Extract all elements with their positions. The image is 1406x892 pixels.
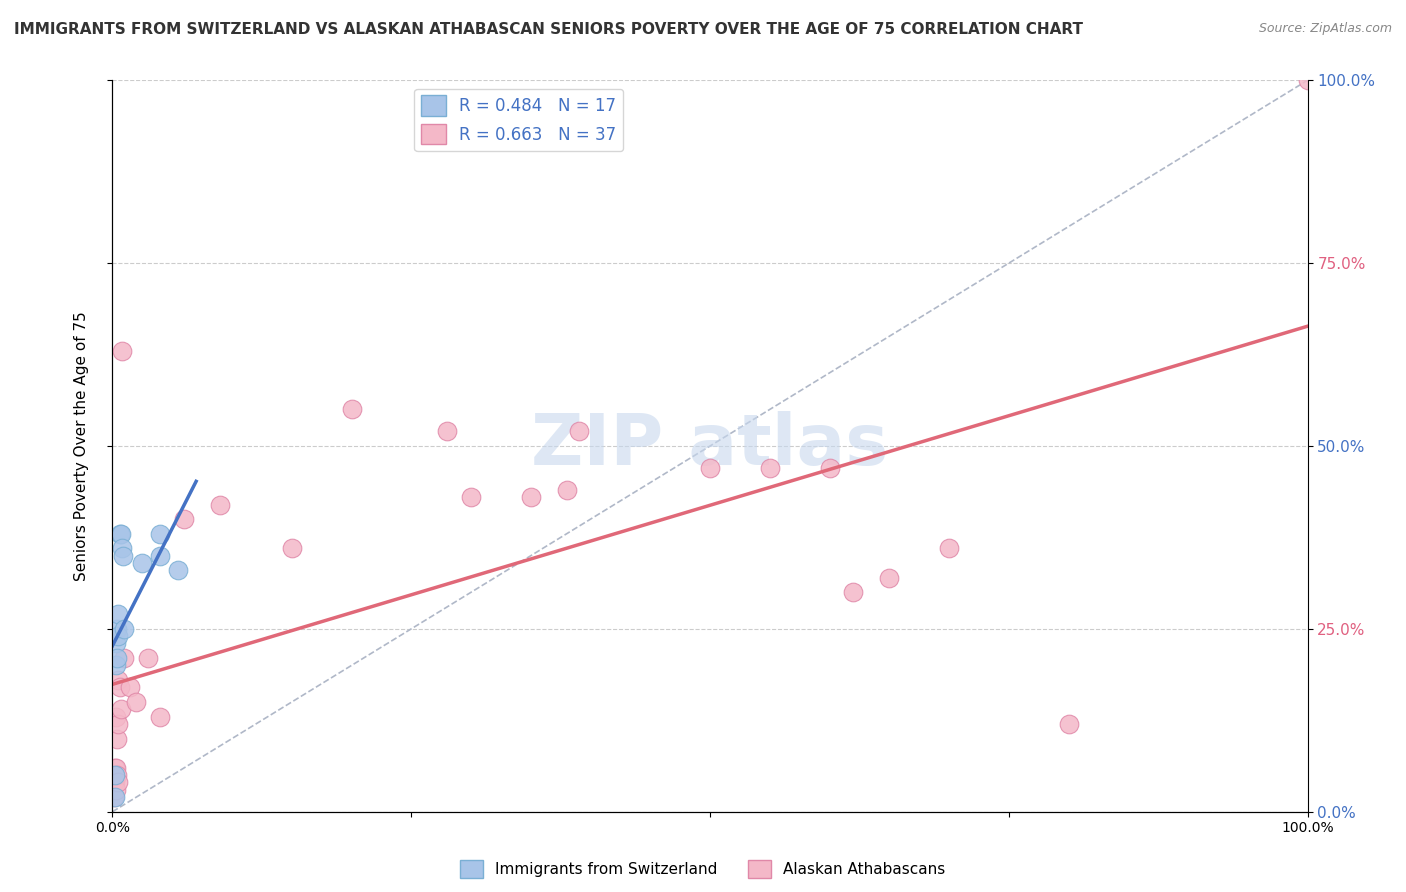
Point (103, 775, 125, 789)
Point (149, 709, 172, 723)
Point (104, 761, 127, 775)
Point (120, 681, 142, 695)
Point (436, 425, 458, 439)
Point (104, 790, 127, 805)
Point (105, 651, 128, 665)
Point (111, 343, 134, 358)
Point (759, 461, 782, 475)
Point (520, 490, 543, 504)
Point (110, 526, 132, 541)
Point (879, 571, 901, 585)
Point (131, 556, 153, 570)
Point (104, 775, 127, 789)
Point (149, 526, 172, 541)
Point (105, 636, 128, 650)
Legend: R = 0.484   N = 17, R = 0.663   N = 37: R = 0.484 N = 17, R = 0.663 N = 37 (415, 88, 623, 151)
Point (1296, 73, 1319, 87)
Point (112, 549, 135, 563)
Legend: Immigrants from Switzerland, Alaskan Athabascans: Immigrants from Switzerland, Alaskan Ath… (454, 854, 952, 884)
Point (138, 651, 160, 665)
Point (108, 526, 131, 541)
Point (340, 402, 363, 417)
Point (108, 681, 131, 695)
Point (818, 461, 841, 475)
Point (460, 490, 482, 504)
Point (167, 563, 190, 577)
Point (107, 717, 129, 731)
Point (107, 673, 129, 687)
Text: Source: ZipAtlas.com: Source: ZipAtlas.com (1258, 22, 1392, 36)
Point (105, 658, 128, 673)
Point (105, 768, 128, 782)
Text: IMMIGRANTS FROM SWITZERLAND VS ALASKAN ATHABASCAN SENIORS POVERTY OVER THE AGE O: IMMIGRANTS FROM SWITZERLAND VS ALASKAN A… (14, 22, 1083, 37)
Point (110, 702, 132, 716)
Point (149, 549, 172, 563)
Point (107, 775, 129, 789)
Point (114, 622, 135, 636)
Point (107, 607, 129, 622)
Point (555, 483, 578, 497)
Point (111, 541, 134, 556)
Point (938, 541, 960, 556)
Point (173, 512, 195, 526)
Point (105, 761, 128, 775)
Point (568, 425, 591, 439)
Point (104, 768, 127, 782)
Point (114, 651, 135, 665)
Y-axis label: Seniors Poverty Over the Age of 75: Seniors Poverty Over the Age of 75 (75, 311, 89, 581)
Point (842, 585, 865, 599)
Point (103, 790, 125, 805)
Point (105, 782, 128, 797)
Point (107, 629, 129, 643)
Point (281, 541, 304, 556)
Point (699, 461, 721, 475)
Point (105, 709, 128, 723)
Point (1057, 717, 1080, 731)
Point (209, 498, 232, 512)
Point (105, 731, 128, 746)
Point (105, 622, 128, 636)
Text: ZIP atlas: ZIP atlas (531, 411, 889, 481)
Point (125, 695, 148, 709)
